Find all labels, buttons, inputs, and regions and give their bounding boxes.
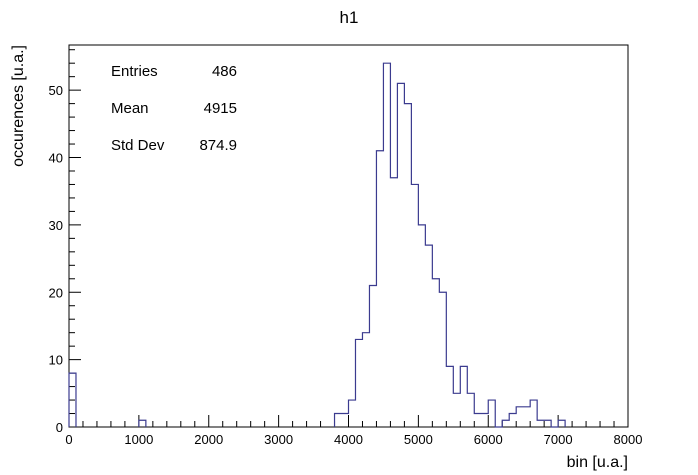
axis-ticks [68, 49, 629, 428]
y-tick-label: 40 [49, 151, 63, 166]
y-tick-label: 30 [49, 218, 63, 233]
x-tick-label: 8000 [614, 432, 643, 447]
stats-label: Entries [111, 63, 158, 80]
x-tick-labels: 0 1000 2000 3000 4000 5000 6000 7000 8000 [65, 432, 642, 447]
x-tick-label: 0 [65, 432, 72, 447]
stats-value: 874.9 [199, 137, 237, 154]
x-tick-label: 1000 [124, 432, 153, 447]
x-tick-label: 5000 [404, 432, 433, 447]
y-tick-label: 50 [49, 83, 63, 98]
y-tick-label: 20 [49, 285, 63, 300]
y-tick-label: 10 [49, 353, 63, 368]
plot-frame [68, 44, 629, 428]
x-tick-label: 4000 [334, 432, 363, 447]
stats-label: Mean [111, 100, 149, 117]
chart-title: h1 [340, 8, 359, 27]
x-tick-label: 6000 [474, 432, 503, 447]
y-tick-label: 0 [56, 420, 63, 435]
stats-label: Std Dev [111, 137, 165, 154]
y-axis-title: occurences [u.a.] [10, 45, 27, 167]
stats-value: 486 [212, 63, 237, 80]
histogram-series-line [68, 62, 566, 428]
y-tick-labels: 0 10 20 30 40 50 [49, 83, 63, 435]
x-tick-label: 2000 [194, 432, 223, 447]
stats-value: 4915 [204, 100, 237, 117]
stats-box: Entries 486 Mean 4915 Std Dev 874.9 [111, 63, 237, 154]
x-axis-title: bin [u.a.] [567, 454, 628, 471]
x-tick-label: 3000 [264, 432, 293, 447]
x-tick-label: 7000 [544, 432, 573, 447]
